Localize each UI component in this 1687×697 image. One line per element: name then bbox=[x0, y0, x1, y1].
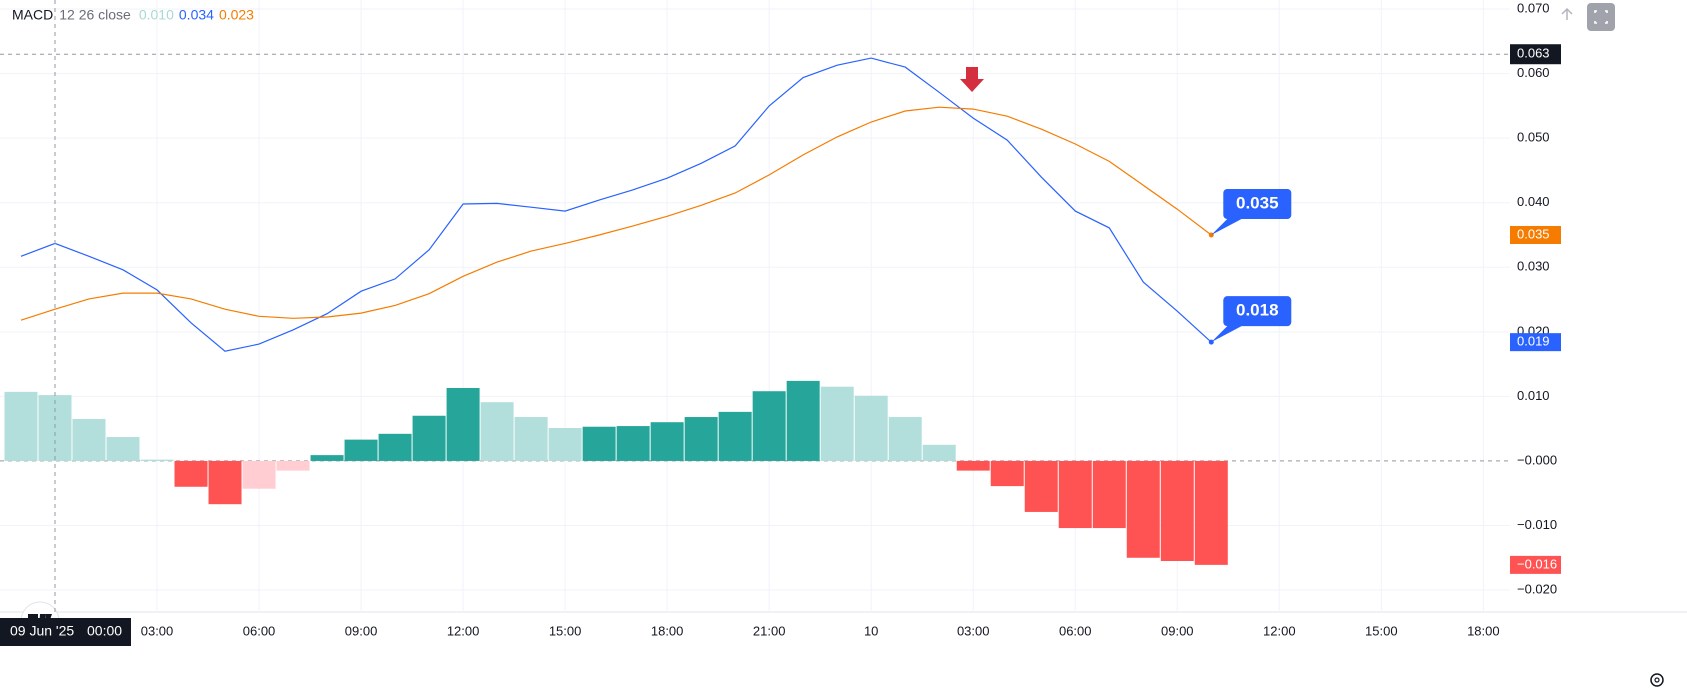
histogram-bar bbox=[1024, 460, 1058, 512]
histogram-bar bbox=[650, 422, 684, 461]
y-tick-label: 0.040 bbox=[1517, 194, 1550, 209]
plot bbox=[4, 57, 1228, 565]
histogram-bar bbox=[412, 415, 446, 461]
y-tick-label: −0.000 bbox=[1517, 452, 1557, 467]
y-tick-label: 0.070 bbox=[1517, 0, 1550, 15]
callout-label: 0.035 bbox=[1236, 193, 1279, 212]
histogram-bar bbox=[480, 402, 514, 461]
histogram-bar bbox=[1160, 460, 1194, 561]
callout-label: 0.018 bbox=[1236, 301, 1279, 320]
histogram-bar bbox=[582, 426, 616, 461]
toolbar[interactable] bbox=[1561, 3, 1615, 31]
indicator-name: MACD bbox=[12, 7, 53, 23]
price-tag-label: 0.019 bbox=[1517, 334, 1550, 349]
histogram-bar bbox=[1194, 460, 1228, 565]
histogram-bar bbox=[344, 439, 378, 461]
x-tick-label: 18:00 bbox=[651, 623, 684, 638]
histogram-bar bbox=[174, 460, 208, 487]
crosshair-time-label: 00:00 bbox=[87, 623, 122, 639]
maximize-button[interactable] bbox=[1587, 3, 1615, 31]
histogram-bar bbox=[242, 460, 276, 489]
x-tick-label: 03:00 bbox=[141, 623, 174, 638]
histogram-bar bbox=[1058, 460, 1092, 529]
callout-box bbox=[1223, 188, 1292, 219]
x-tick-label: 18:00 bbox=[1467, 623, 1500, 638]
crosshair-date-label: 09 Jun '25 bbox=[10, 623, 74, 639]
settings-dot bbox=[1654, 677, 1660, 683]
histogram-bar bbox=[718, 411, 752, 461]
histogram-bar bbox=[684, 417, 718, 461]
x-tick-label: 09:00 bbox=[345, 623, 378, 638]
y-tick-label: 0.060 bbox=[1517, 65, 1550, 80]
y-tick-label: 0.010 bbox=[1517, 388, 1550, 403]
y-tick-label: 0.050 bbox=[1517, 130, 1550, 145]
histogram-bar bbox=[1092, 460, 1126, 529]
histogram-bar bbox=[276, 460, 310, 471]
histogram-bar bbox=[1126, 460, 1160, 558]
crosshair-time-box bbox=[0, 618, 131, 646]
histogram-bar bbox=[820, 386, 854, 461]
histogram-bar bbox=[956, 460, 990, 471]
legend-value: 0.023 bbox=[219, 7, 254, 23]
histogram-bar bbox=[990, 460, 1024, 487]
histogram-bar bbox=[752, 391, 786, 461]
histogram-bar bbox=[616, 426, 650, 461]
x-tick-label: 06:00 bbox=[1059, 623, 1092, 638]
histogram-bar bbox=[106, 437, 140, 461]
histogram-bar bbox=[378, 433, 412, 461]
legend: MACD 12 26 close 0.010 0.034 0.023 bbox=[12, 7, 254, 23]
x-tick-label: 03:00 bbox=[957, 623, 990, 638]
x-tick-label: 15:00 bbox=[549, 623, 582, 638]
sell-marker bbox=[960, 67, 984, 92]
histogram-bar bbox=[140, 459, 174, 461]
settings[interactable] bbox=[1650, 673, 1664, 687]
x-tick-label: 21:00 bbox=[753, 623, 786, 638]
settings-icon[interactable] bbox=[1650, 673, 1664, 687]
x-tick-label: 12:00 bbox=[447, 623, 480, 638]
x-tick-label: 15:00 bbox=[1365, 623, 1398, 638]
line-series bbox=[20, 57, 1212, 352]
crosshair-price-label: 0.063 bbox=[1517, 46, 1550, 61]
callout-box bbox=[1223, 296, 1292, 327]
histogram-bar bbox=[446, 387, 480, 461]
histogram-bar bbox=[786, 380, 820, 461]
x-tick-label: 09:00 bbox=[1161, 623, 1194, 638]
price-tag bbox=[1510, 555, 1561, 574]
histogram-bar bbox=[208, 460, 242, 505]
y-tick-label: −0.010 bbox=[1517, 517, 1557, 532]
y-tick-label: −0.020 bbox=[1517, 581, 1557, 596]
histogram-bar bbox=[72, 418, 106, 461]
legend-value: 0.010 bbox=[139, 7, 174, 23]
price-tag-label: 0.035 bbox=[1517, 226, 1550, 241]
histogram-bar bbox=[922, 444, 956, 461]
x-tick-label: 12:00 bbox=[1263, 623, 1296, 638]
line-series bbox=[20, 106, 1212, 321]
histogram-bar bbox=[548, 428, 582, 461]
histogram-bar bbox=[888, 417, 922, 461]
legend-value: 0.034 bbox=[179, 7, 214, 23]
price-tag-label: −0.016 bbox=[1517, 556, 1557, 571]
scroll-up-button[interactable] bbox=[1561, 7, 1573, 20]
x-tick-label: 10 bbox=[864, 623, 878, 638]
price-tag bbox=[1510, 333, 1561, 352]
histogram-bar bbox=[4, 391, 38, 461]
x-tick-label: 06:00 bbox=[243, 623, 276, 638]
crosshair-price-box bbox=[1510, 44, 1561, 65]
price-tag bbox=[1510, 225, 1561, 244]
indicator-params: 12 26 close bbox=[59, 7, 131, 23]
histogram-bar bbox=[514, 417, 548, 461]
histogram-bar bbox=[854, 395, 888, 461]
maximize-icon bbox=[1594, 10, 1608, 24]
y-tick-label: 0.030 bbox=[1517, 259, 1550, 274]
histogram-bar bbox=[310, 455, 344, 461]
